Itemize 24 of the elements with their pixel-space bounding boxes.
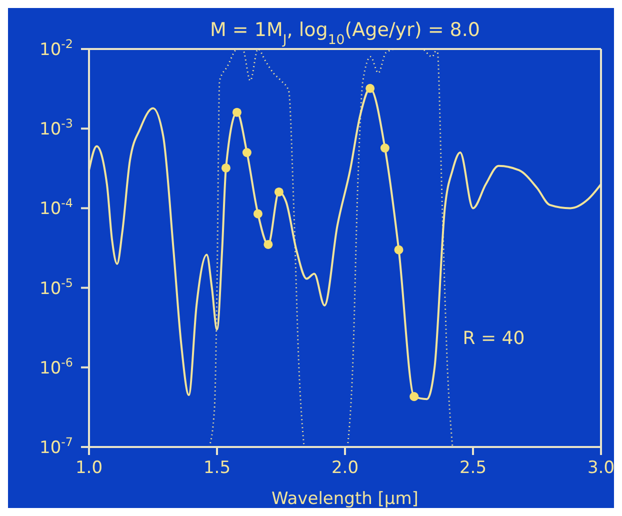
y-tick-label: 10$^{-6}$ [40,355,73,378]
point [380,144,390,153]
point [394,245,404,254]
point [232,108,242,117]
chart-title: M = 1M$_{J}$, log$_{10}$(Age/yr) = 8.0 [210,19,480,48]
x-tick-label: 2.0 [331,458,359,478]
point [274,187,284,196]
x-tick-label: 1.5 [203,458,231,478]
y-tick-label: 10$^{-7}$ [40,435,73,458]
y-tick-label: 10$^{-2}$ [40,37,73,60]
point [242,148,252,158]
x-tick-label: 1.0 [75,458,103,478]
x-tick-label: 2.5 [459,458,487,478]
y-tick-label: 10$^{-4}$ [40,196,73,220]
x-axis-title: Wavelength [µm] [272,489,418,509]
point [253,209,262,218]
point [366,84,375,93]
annotation: R = 40 [462,328,525,349]
y-tick-label: 10$^{-5}$ [40,276,73,299]
point [410,392,419,402]
x-tick-label: 3.0 [587,458,615,478]
point [264,240,273,249]
point [221,163,230,172]
y-tick-label: 10$^{-3}$ [40,116,73,140]
